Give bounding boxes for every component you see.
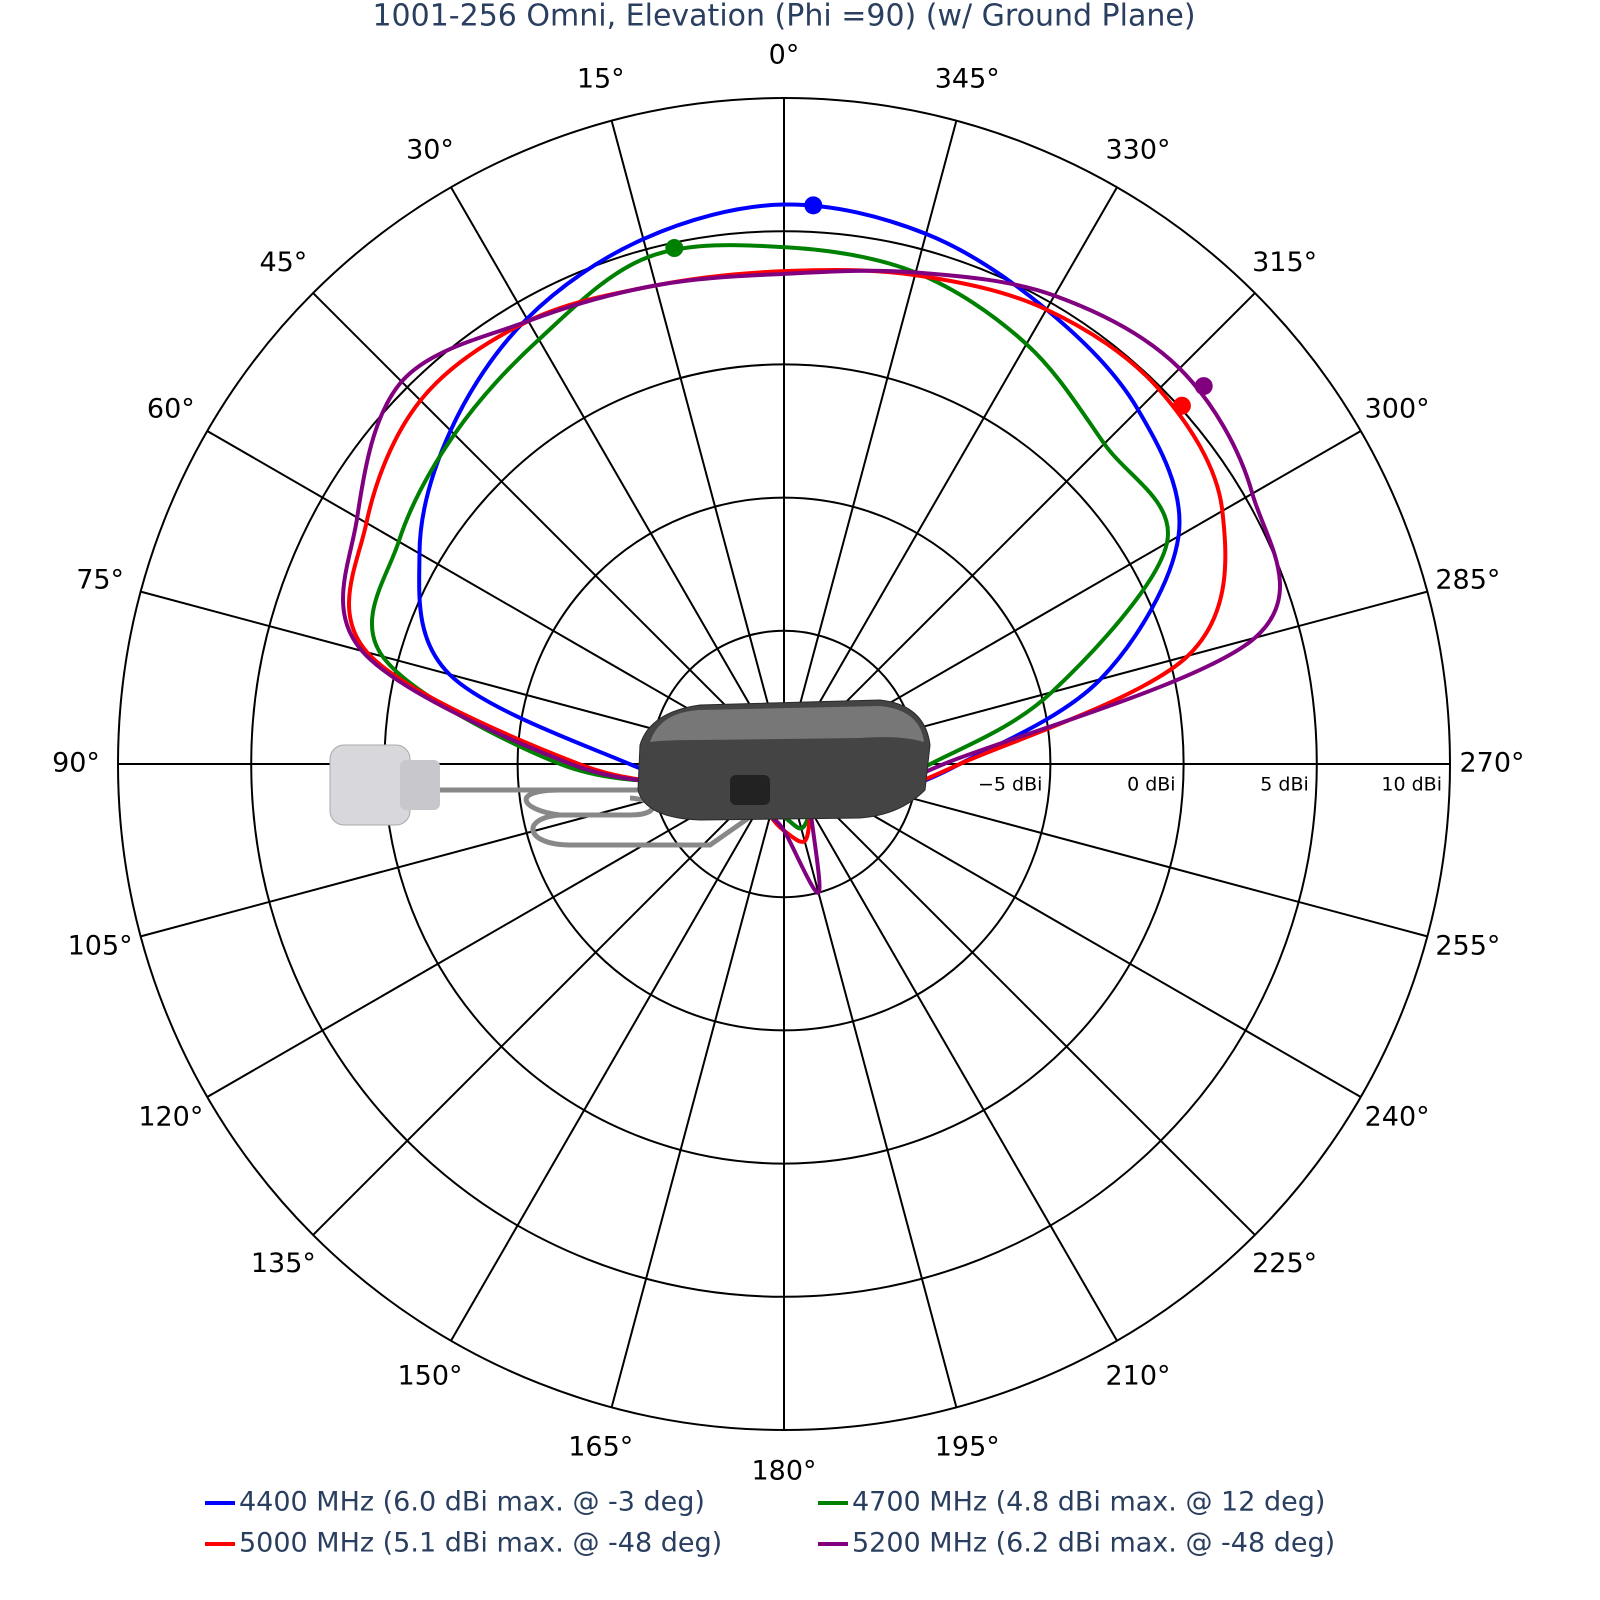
angular-grid-line xyxy=(783,763,1362,1098)
angular-tick-label: 300° xyxy=(1365,394,1430,425)
angular-grid-line xyxy=(783,763,1256,1236)
angular-tick-label: 165° xyxy=(568,1431,633,1462)
angular-tick-label: 240° xyxy=(1365,1102,1430,1133)
radial-tick-label: 5 dBi xyxy=(1260,774,1309,796)
radial-tick-label: 0 dBi xyxy=(1127,774,1176,796)
angular-tick-label: 0° xyxy=(769,40,800,71)
angular-tick-label: 120° xyxy=(138,1102,203,1133)
angular-tick-label: 15° xyxy=(577,64,625,95)
legend: 4400 MHz (6.0 dBi max. @ -3 deg) 4700 MHz… xyxy=(205,1487,1335,1559)
angular-tick-label: 195° xyxy=(935,1431,1000,1462)
radial-grid-ring xyxy=(117,97,1451,1431)
radial-grid-ring xyxy=(250,230,1318,1298)
polar-grid: 0° 15° 30° 45° 60° 75° 90° 105° 120° 135° 150° 165°… xyxy=(52,40,1524,1487)
angular-tick-label: 210° xyxy=(1105,1361,1170,1392)
angular-tick-label: 255° xyxy=(1435,931,1500,962)
max-marker xyxy=(665,239,684,258)
legend-label: 4400 MHz (6.0 dBi max. @ -3 deg) xyxy=(239,1487,705,1518)
angular-tick-label: 90° xyxy=(52,748,100,779)
max-marker xyxy=(1194,377,1213,396)
legend-label: 4700 MHz (4.8 dBi max. @ 12 deg) xyxy=(852,1487,1325,1518)
angular-tick-label: 45° xyxy=(259,247,307,278)
angular-tick-label: 135° xyxy=(251,1248,316,1279)
legend-label: 5200 MHz (6.2 dBi max. @ -48 deg) xyxy=(852,1528,1335,1559)
trace-line xyxy=(341,268,1283,895)
angular-grid-line xyxy=(312,292,785,765)
angular-tick-label: 330° xyxy=(1105,134,1170,165)
angular-tick-label: 105° xyxy=(68,931,133,962)
antenna-image xyxy=(329,699,931,848)
angular-tick-label: 225° xyxy=(1252,1248,1317,1279)
angular-grid-line xyxy=(610,763,785,1408)
angular-grid-line xyxy=(783,186,1118,765)
angular-tick-label: 30° xyxy=(406,134,454,165)
radial-tick-label: −5 dBi xyxy=(978,774,1042,796)
max-marker xyxy=(1172,396,1191,415)
angular-grid-line xyxy=(312,763,785,1236)
angular-grid-line xyxy=(450,186,785,765)
max-marker xyxy=(804,196,823,215)
angular-tick-label: 285° xyxy=(1435,564,1500,595)
angular-grid-line xyxy=(450,763,785,1342)
legend-label: 5000 MHz (5.1 dBi max. @ -48 deg) xyxy=(239,1528,722,1559)
chart-title: 1001-256 Omni, Elevation (Phi =90) (w/ G… xyxy=(372,0,1195,34)
angular-tick-label: 150° xyxy=(397,1361,462,1392)
angular-grid-line xyxy=(783,292,1256,765)
radial-grid-ring xyxy=(516,496,1052,1032)
angular-tick-label: 180° xyxy=(751,1456,816,1487)
angular-grid-line xyxy=(783,763,1118,1342)
angular-tick-label: 75° xyxy=(76,564,124,595)
angular-grid-line xyxy=(610,120,785,765)
angular-grid-line xyxy=(783,120,958,765)
radial-tick-label: 10 dBi xyxy=(1381,774,1442,796)
angular-tick-label: 270° xyxy=(1459,748,1524,779)
angular-tick-label: 345° xyxy=(935,64,1000,95)
angular-tick-label: 60° xyxy=(147,394,195,425)
angular-tick-label: 315° xyxy=(1252,247,1317,278)
angular-grid-line xyxy=(783,763,958,1408)
